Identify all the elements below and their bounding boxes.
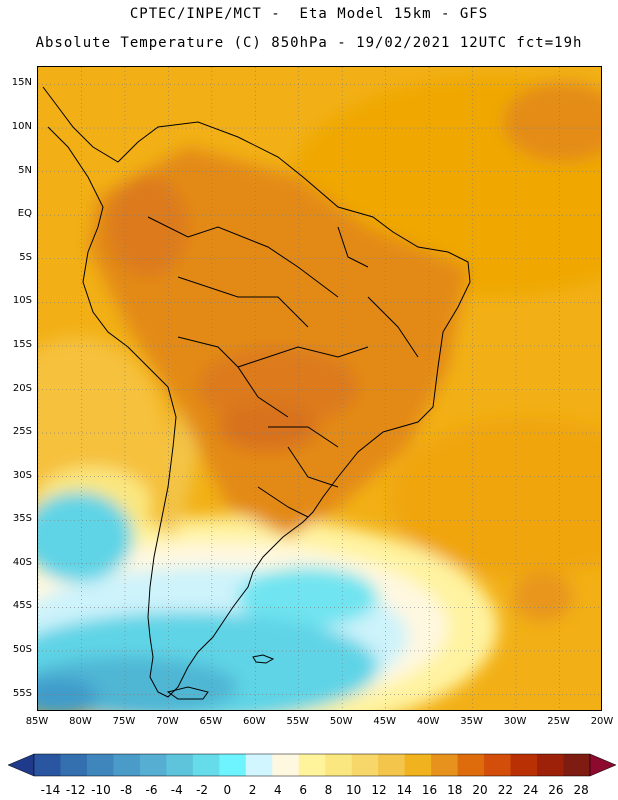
lon-label: 30W [503,716,527,727]
colorbar-segment [351,754,379,776]
colorbar-segment [113,754,141,776]
lat-label: 55S [12,687,32,699]
lat-label: 30S [12,469,32,481]
land-hot-northwest [108,177,188,277]
lon-label: 45W [373,716,396,727]
colorbar-segment [86,754,114,776]
colorbar-tick-label: 0 [223,783,232,797]
colorbar-tick-label: 4 [274,783,282,797]
cold-blue-spot [38,677,98,710]
colorbar-segment [34,754,61,776]
lat-label: 45S [12,600,32,612]
lon-label: 75W [112,716,136,727]
colorbar-segment [60,754,88,776]
lon-label: 55W [286,716,310,727]
lon-label: 70W [156,716,179,727]
colorbar-segment [245,754,273,776]
temperature-map [38,67,601,710]
lat-label: 5S [19,251,32,263]
colorbar [7,753,617,777]
colorbar-segment [484,754,512,776]
lat-label: 10S [12,295,32,307]
lon-label: 65W [199,716,223,727]
colorbar-tick-label: 16 [421,783,438,797]
coastline [42,86,471,700]
colorbar-segment [537,754,565,776]
ocean-south-spot [513,572,573,622]
lon-label: 40W [416,716,440,727]
lat-label: 35S [12,513,32,525]
colorbar-segment [325,754,353,776]
ocean-hot-caribbean [503,82,601,162]
lat-label: 15S [12,338,32,350]
colorbar-tick-label: 28 [573,783,589,797]
lat-label: 15N [11,77,32,89]
colorbar-tick-label: 12 [371,783,387,797]
lat-label: 20S [12,382,32,394]
colorbar-segment [298,754,326,776]
colorbar-segment [431,754,459,776]
colorbar-segment [378,754,406,776]
colorbar-segment [510,754,538,776]
colorbar-segment [457,754,485,776]
cold-cyan-west [38,492,133,582]
lon-label: 25W [547,716,570,727]
lon-label: 60W [242,716,266,727]
colorbar-arrow-right [589,753,617,777]
lat-label: 40S [12,556,32,568]
andes-cooler [158,407,198,537]
lat-label: 25S [12,426,32,438]
colorbar-tick-label: 18 [447,783,463,797]
lat-label: 10N [11,121,32,132]
colorbar-tick-label: 24 [522,783,539,797]
colorbar-tick-label: -14 [40,783,61,797]
colorbar-segment [563,754,591,776]
colorbar-tick-label: 6 [299,783,307,797]
colorbar-tick-label: 14 [396,783,412,797]
lon-label: 50W [329,716,353,727]
ocean-south-band [388,417,601,577]
title-line-1: CPTEC/INPE/MCT - Eta Model 15km - GFS [129,6,489,22]
map-frame [37,66,602,711]
cold-cyan-east [238,567,378,627]
colorbar-tick-label: -12 [65,783,86,797]
falklands [252,654,275,664]
colorbar-segment [404,754,432,776]
colorbar-tick-label: -4 [170,783,183,797]
lon-label: 20W [590,716,614,727]
colorbar-tick-label: 10 [346,783,362,797]
colorbar-tick-label: 8 [324,783,333,797]
colorbar-segment [139,754,167,776]
border-lines [147,216,419,518]
colorbar-tick-label: 2 [248,783,257,797]
colorbar-tick-label: -2 [196,783,209,797]
colorbar-tick-label: 20 [472,783,488,797]
colorbar-segment [219,754,247,776]
colorbar-tick-label: 22 [497,783,513,797]
colorbar-segment [166,754,194,776]
lat-label: 5N [18,164,32,176]
coastline-path [42,86,471,698]
title-line-2: Absolute Temperature (C) 850hPa - 19/02/… [35,35,583,51]
tierra-del-fuego [166,686,209,700]
colorbar-tick-label: -6 [145,783,158,797]
colorbar-tick-label: -10 [91,783,111,797]
lon-label: 80W [69,716,92,727]
colorbar-arrow-left [7,753,35,777]
colorbar-tick-label: 26 [548,783,564,797]
lat-label: EQ [17,208,32,220]
colorbar-segment [272,754,300,776]
colorbar-tick-label: -8 [120,783,133,797]
lon-label: 35W [460,716,483,727]
lat-label: 50S [12,643,32,655]
colorbar-segment [192,754,220,776]
lon-label: 85W [25,716,49,727]
